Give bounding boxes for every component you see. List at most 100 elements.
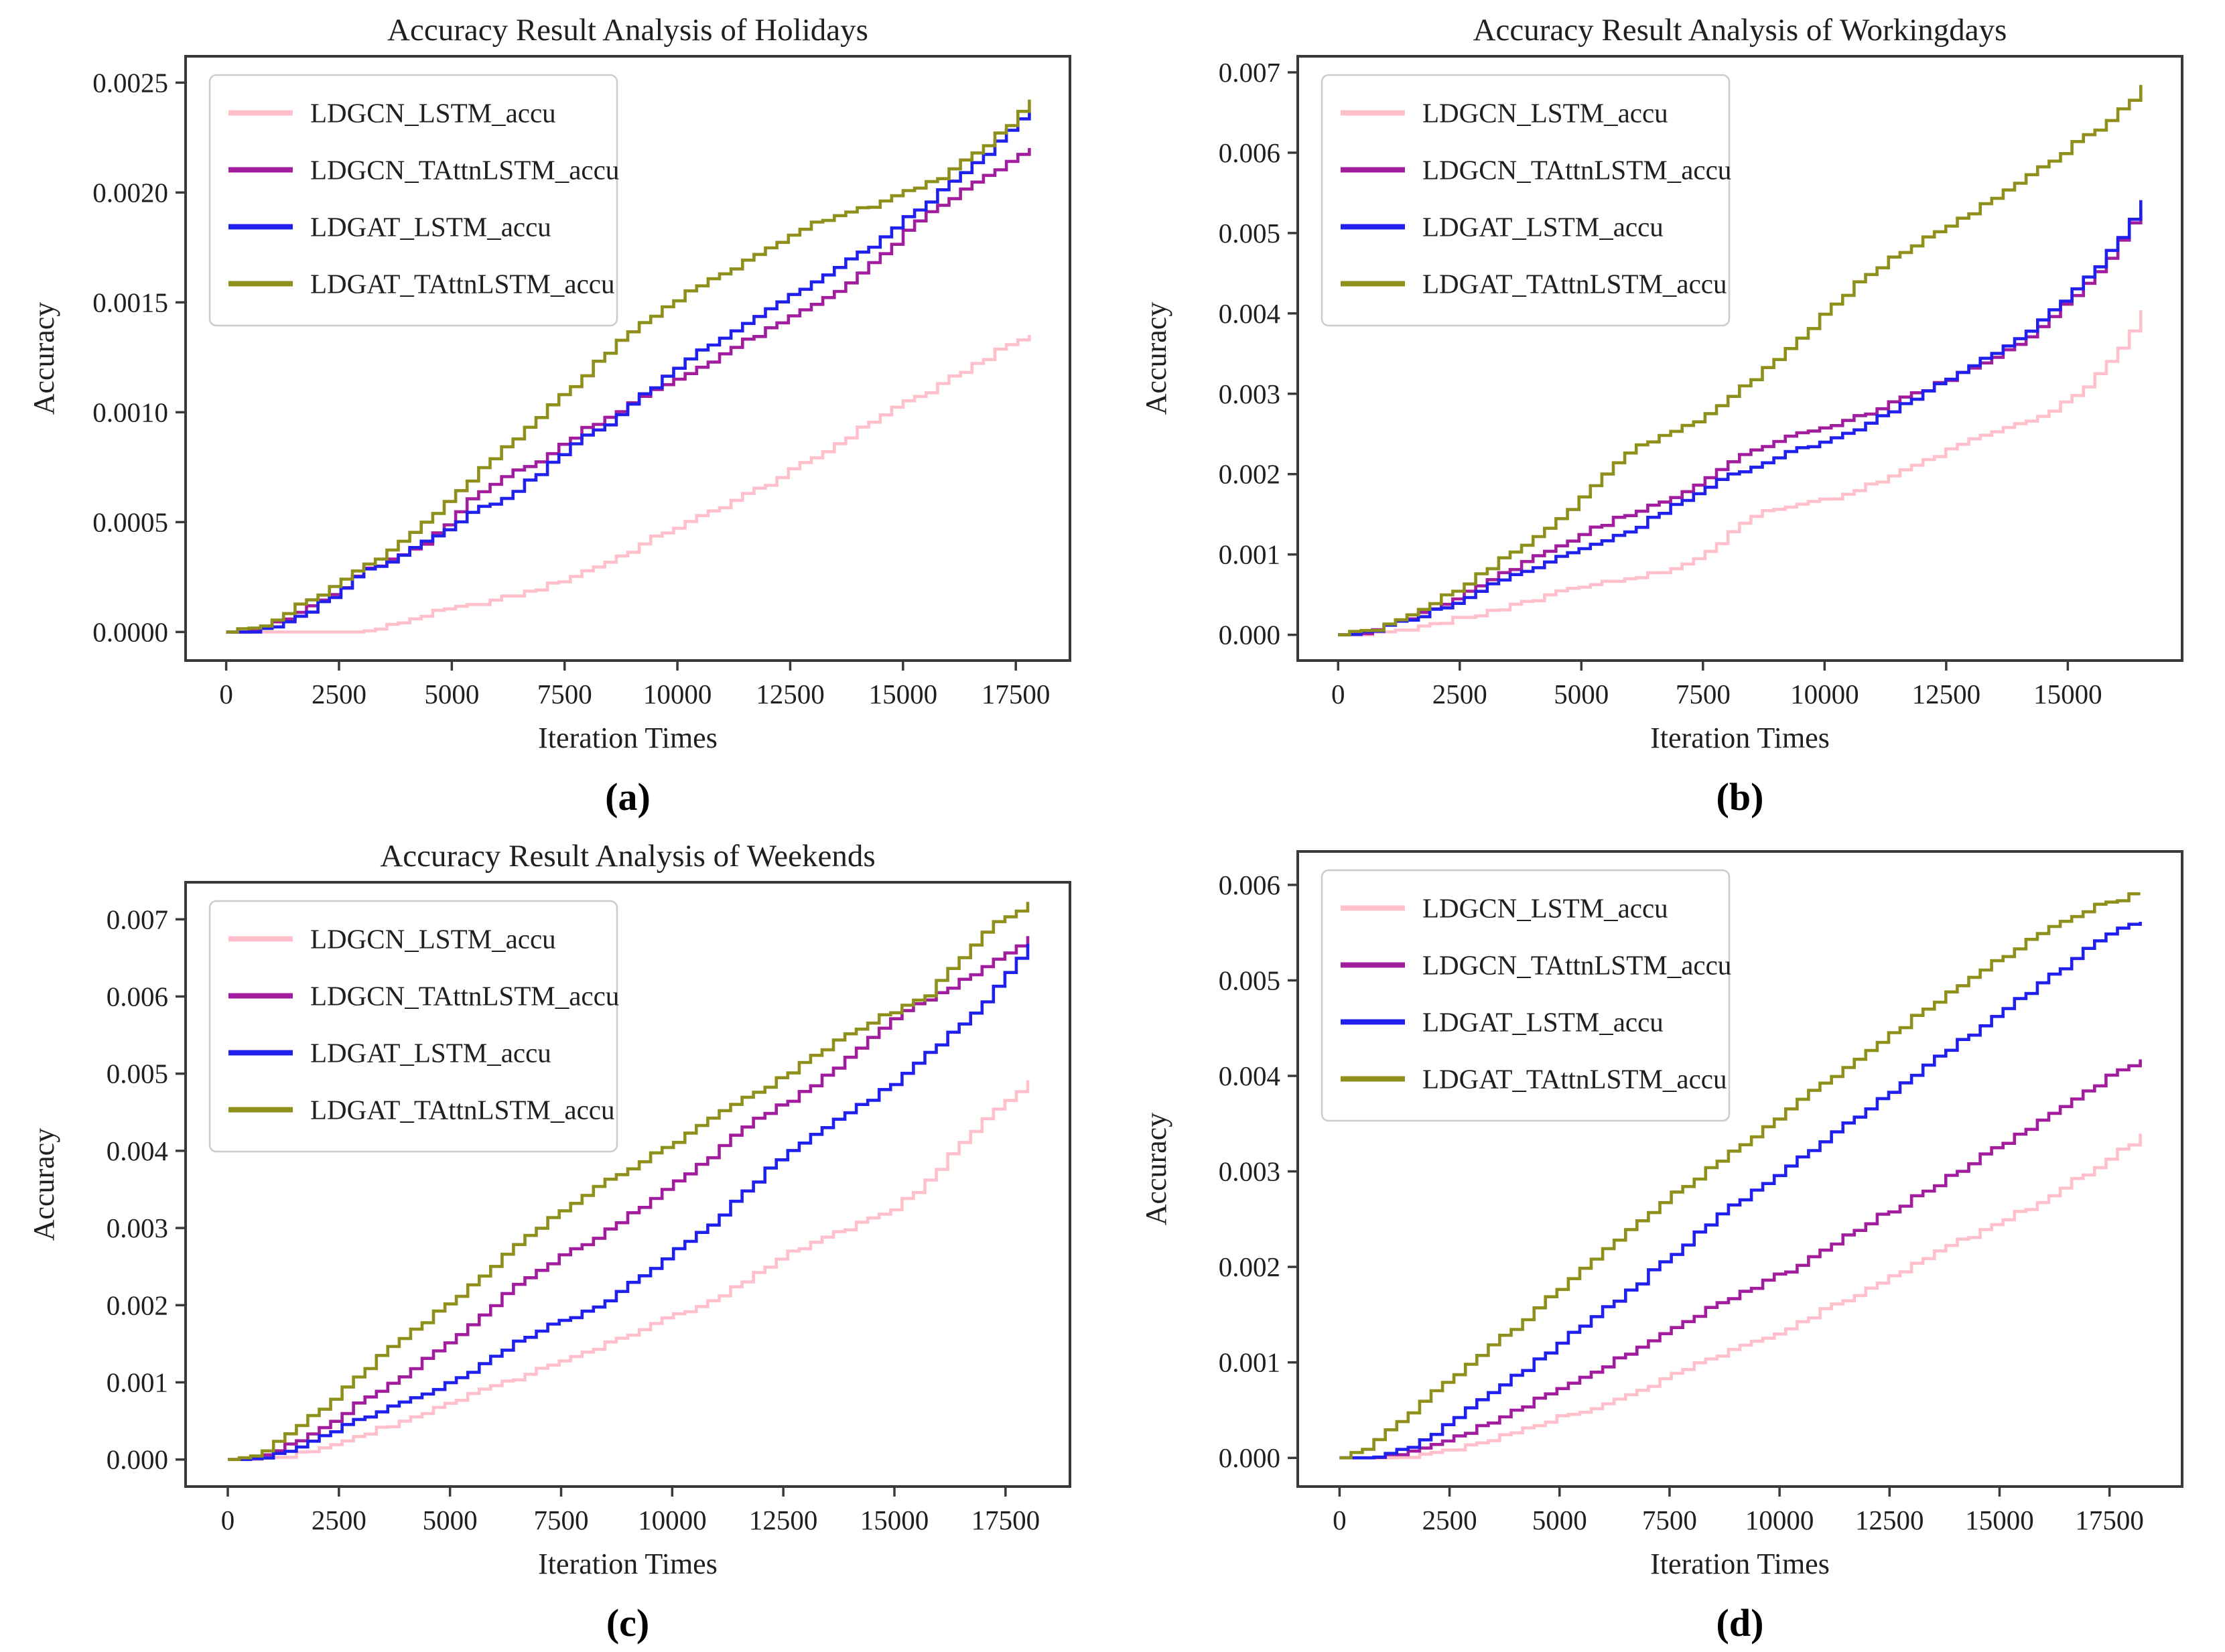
series-line-LDGAT_TAttnLSTM_accu	[228, 902, 1030, 1461]
y-axis-label: Accuracy	[1140, 1113, 1172, 1226]
plot-title: Accuracy Result Analysis of Workingdays	[1473, 13, 2007, 48]
plot-title: Accuracy Result Analysis of Weekends	[380, 839, 875, 874]
y-tick-label: 0.006	[1219, 870, 1280, 900]
legend-label-LDGAT_LSTM_accu: LDGAT_LSTM_accu	[1422, 1007, 1664, 1038]
y-tick-label: 0.001	[107, 1367, 168, 1397]
legend-label-LDGAT_TAttnLSTM_accu: LDGAT_TAttnLSTM_accu	[1422, 269, 1727, 299]
legend-label-LDGCN_TAttnLSTM_accu: LDGCN_TAttnLSTM_accu	[1422, 155, 1731, 186]
x-tick-label: 17500	[982, 679, 1051, 709]
y-tick-label: 0.003	[1219, 1156, 1280, 1187]
legend-box	[1321, 74, 1731, 327]
series-line-LDGAT_TAttnLSTM_accu	[226, 99, 1031, 634]
x-tick-label: 5000	[423, 1505, 478, 1535]
y-tick-label: 0.002	[1219, 459, 1280, 490]
y-axis-label: Accuracy	[27, 1128, 60, 1241]
chart-a-cell: Accuracy Result Analysis of Holidays Iter…	[0, 0, 1112, 826]
legend-label-LDGAT_LSTM_accu: LDGAT_LSTM_accu	[310, 212, 551, 243]
y-tick-label: 0.007	[1219, 57, 1280, 88]
legend-label-LDGCN_TAttnLSTM_accu: LDGCN_TAttnLSTM_accu	[310, 981, 619, 1012]
x-tick-label: 0	[1331, 679, 1345, 709]
x-axis-label: Iteration Times	[1650, 721, 1830, 754]
series-line-LDGAT_TAttnLSTM_accu	[1339, 892, 2141, 1460]
legend-label-LDGAT_TAttnLSTM_accu: LDGAT_TAttnLSTM_accu	[310, 269, 614, 299]
x-tick-label: 7500	[534, 1505, 589, 1535]
plot-title: Accuracy Result Analysis of Holidays	[387, 13, 868, 48]
y-tick-label: 0.001	[1219, 1347, 1280, 1378]
x-tick-label: 17500	[2075, 1505, 2144, 1535]
legend-label-LDGCN_TAttnLSTM_accu: LDGCN_TAttnLSTM_accu	[310, 155, 619, 186]
x-tick-label: 7500	[537, 679, 592, 709]
y-tick-label: 0.005	[1219, 218, 1280, 249]
series-line-LDGCN_TAttnLSTM_accu	[1338, 210, 2143, 636]
y-tick-label: 0.006	[107, 981, 168, 1012]
legend-label-LDGCN_TAttnLSTM_accu: LDGCN_TAttnLSTM_accu	[1422, 950, 1731, 981]
y-tick-label: 0.004	[1219, 1060, 1280, 1091]
x-tick-label: 17500	[971, 1505, 1040, 1535]
chart-c-cell: Accuracy Result Analysis of Weekends Iter…	[0, 826, 1112, 1652]
chart-b-canvas-workingdays: Accuracy Result Analysis of Workingdays I…	[1140, 13, 2183, 754]
x-axis-label: Iteration Times	[538, 1547, 718, 1580]
series-line-LDGCN_LSTM_accu	[1338, 310, 2143, 636]
y-tick-label: 0.005	[1219, 965, 1280, 995]
x-tick-label: 2500	[1422, 1505, 1477, 1535]
chart-c-caption: (c)	[606, 1601, 650, 1645]
series-line-LDGCN_LSTM_accu	[1339, 1133, 2142, 1460]
y-tick-label: 0.002	[107, 1290, 168, 1320]
legend-box	[1321, 869, 1731, 1122]
legend-label-LDGAT_TAttnLSTM_accu: LDGAT_TAttnLSTM_accu	[310, 1095, 614, 1125]
y-tick-label: 0.006	[1219, 137, 1280, 168]
legend-label-LDGAT_LSTM_accu: LDGAT_LSTM_accu	[1422, 212, 1664, 243]
x-tick-label: 7500	[1676, 679, 1731, 709]
x-tick-label: 10000	[638, 1505, 707, 1535]
series-line-LDGCN_LSTM_accu	[226, 334, 1031, 634]
x-tick-label: 10000	[643, 679, 712, 709]
y-tick-label: 0.005	[107, 1058, 168, 1089]
x-axis-label: Iteration Times	[538, 721, 718, 754]
x-tick-label: 5000	[1554, 679, 1609, 709]
y-tick-label: 0.0005	[92, 506, 168, 537]
legend-label-LDGCN_LSTM_accu: LDGCN_LSTM_accu	[1422, 893, 1668, 924]
y-tick-label: 0.004	[1219, 298, 1280, 329]
series-line-LDGCN_LSTM_accu	[228, 1080, 1030, 1461]
series-line-LDGAT_TAttnLSTM_accu	[1338, 84, 2143, 636]
x-tick-label: 0	[219, 679, 233, 709]
y-tick-label: 0.001	[1219, 539, 1280, 570]
chart-a-caption: (a)	[605, 775, 651, 819]
y-tick-label: 0.000	[1219, 620, 1280, 650]
series-line-LDGAT_LSTM_accu	[226, 111, 1031, 634]
x-tick-label: 15000	[2033, 679, 2102, 709]
x-tick-label: 10000	[1790, 679, 1859, 709]
legend-label-LDGCN_LSTM_accu: LDGCN_LSTM_accu	[310, 924, 556, 955]
x-tick-label: 5000	[424, 679, 479, 709]
y-tick-label: 0.007	[107, 904, 168, 935]
x-tick-label: 12500	[749, 1505, 818, 1535]
chart-d-cell: Iteration Times Accuracy 0 2500 5000 7500 1000…	[1112, 826, 2225, 1652]
x-tick-label: 2500	[312, 1505, 366, 1535]
y-tick-label: 0.0025	[92, 67, 168, 98]
legend-label-LDGAT_TAttnLSTM_accu: LDGAT_TAttnLSTM_accu	[1422, 1064, 1727, 1095]
x-tick-label: 15000	[1965, 1505, 2034, 1535]
chart-d-canvas: Iteration Times Accuracy 0 2500 5000 7500 1000…	[1140, 850, 2183, 1580]
y-tick-label: 0.0020	[92, 177, 168, 208]
x-tick-label: 12500	[1912, 679, 1981, 709]
chart-a-canvas-holidays: Accuracy Result Analysis of Holidays Iter…	[27, 13, 1071, 754]
series-line-LDGCN_TAttnLSTM_accu	[228, 936, 1030, 1461]
series-line-LDGAT_LSTM_accu	[1338, 200, 2143, 636]
legend-label-LDGAT_LSTM_accu: LDGAT_LSTM_accu	[310, 1038, 551, 1069]
x-tick-label: 5000	[1532, 1505, 1587, 1535]
legend-box	[208, 74, 618, 327]
y-axis-label: Accuracy	[27, 302, 60, 415]
x-tick-label: 12500	[756, 679, 825, 709]
y-tick-label: 0.0010	[92, 397, 168, 427]
x-axis-label: Iteration Times	[1650, 1547, 1830, 1580]
y-tick-label: 0.004	[107, 1135, 168, 1166]
y-tick-label: 0.000	[1219, 1442, 1280, 1473]
legend-label-LDGCN_LSTM_accu: LDGCN_LSTM_accu	[310, 98, 556, 129]
series-line-LDGAT_LSTM_accu	[1339, 922, 2142, 1460]
y-tick-label: 0.003	[1219, 378, 1280, 409]
chart-d-caption: (d)	[1716, 1601, 1764, 1645]
x-tick-label: 15000	[860, 1505, 929, 1535]
x-tick-label: 0	[1333, 1505, 1347, 1535]
x-tick-label: 2500	[1432, 679, 1487, 709]
